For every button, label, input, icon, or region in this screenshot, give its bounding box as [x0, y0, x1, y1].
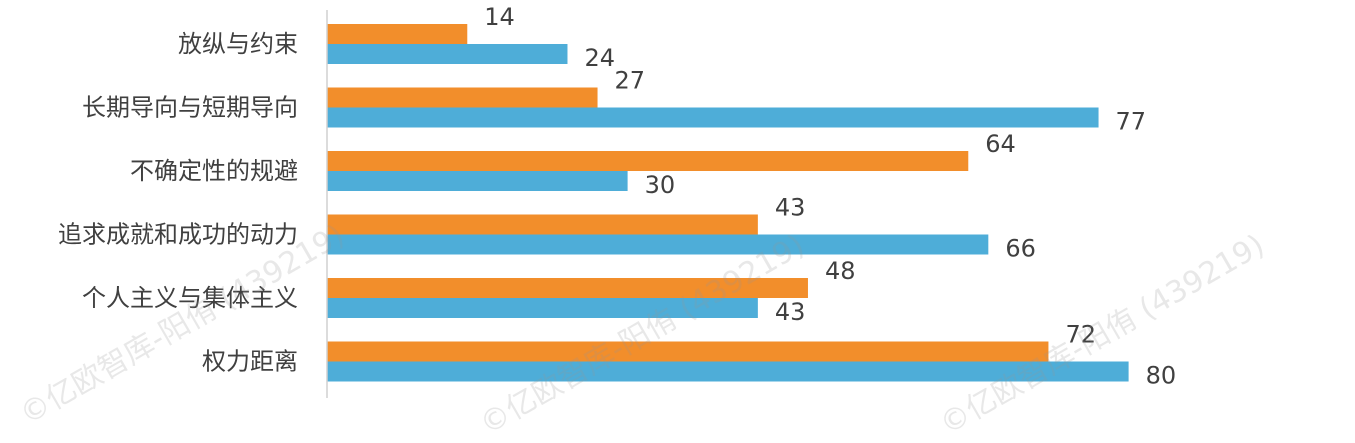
labels-group: 放纵与约束 14 24 长期导向与短期导向 27 77 不确定性的规避 64 30 追求成就和成功… — [58, 3, 1176, 390]
category-label: 个人主义与集体主义 — [82, 284, 298, 312]
category-label: 不确定性的规避 — [130, 157, 298, 185]
data-label: 14 — [484, 3, 515, 31]
bar — [327, 107, 1099, 128]
bar — [327, 87, 598, 108]
bar — [327, 24, 468, 44]
bar-chart: 放纵与约束 14 24 长期导向与短期导向 27 77 不确定性的规避 64 30 追求成就和成功… — [58, 3, 1176, 398]
category-label: 权力距离 — [202, 348, 298, 376]
data-label: 66 — [1005, 235, 1036, 263]
bar — [327, 214, 758, 235]
data-label: 77 — [1116, 108, 1147, 136]
data-label: 24 — [584, 44, 615, 72]
data-label: 43 — [775, 298, 806, 326]
data-label: 27 — [615, 67, 646, 95]
data-label: 80 — [1146, 362, 1177, 390]
category-label: 放纵与约束 — [178, 30, 298, 58]
bar — [327, 151, 969, 171]
data-label: 48 — [825, 257, 856, 285]
bar — [327, 171, 628, 191]
data-label: 43 — [775, 194, 806, 222]
category-label: 长期导向与短期导向 — [82, 94, 298, 122]
data-label: 30 — [645, 171, 676, 199]
bar — [327, 341, 1049, 362]
bar — [327, 361, 1129, 382]
data-label: 72 — [1065, 321, 1096, 349]
category-label: 追求成就和成功的动力 — [58, 221, 298, 249]
bar — [327, 44, 568, 64]
bar — [327, 298, 758, 318]
data-label: 64 — [985, 130, 1016, 158]
bars-group — [327, 24, 1129, 382]
bar — [327, 234, 989, 255]
bar — [327, 278, 808, 298]
